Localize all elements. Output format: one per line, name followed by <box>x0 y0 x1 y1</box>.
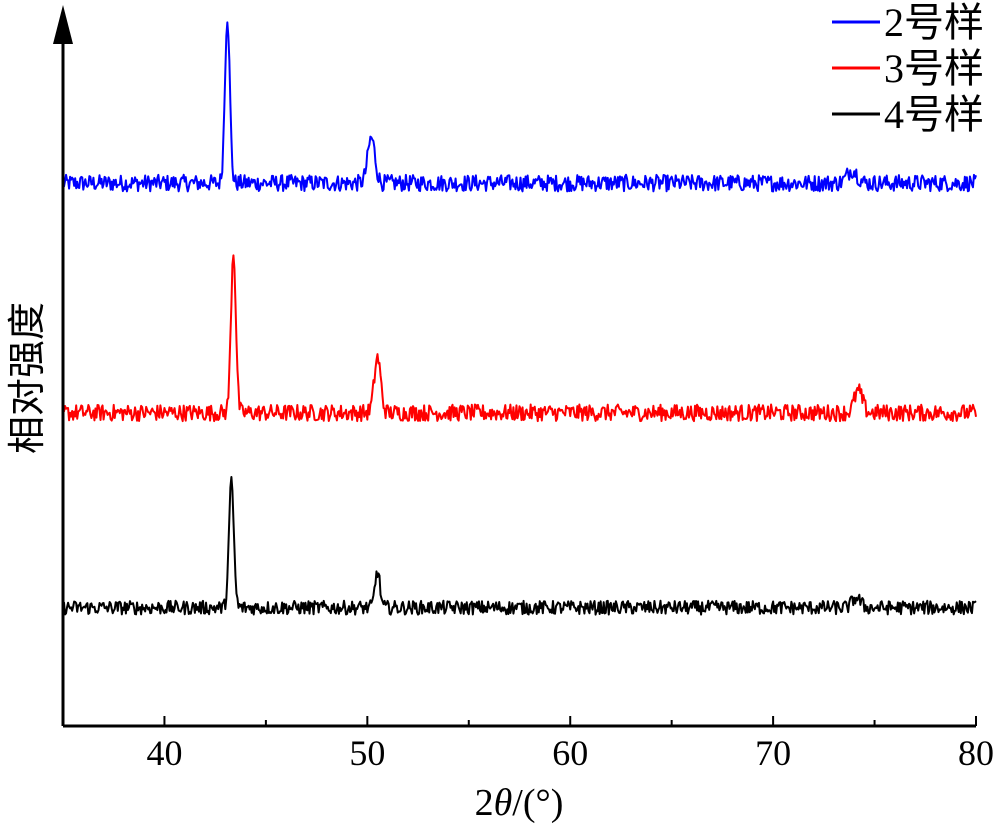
x-axis-title: 2θ/(°) <box>475 782 564 824</box>
x-tick-label: 50 <box>349 733 385 773</box>
legend-label: 3号样 <box>884 46 984 91</box>
series-line-4 <box>62 475 977 616</box>
legend-label: 4号样 <box>884 92 984 137</box>
x-ticks: 40 50 60 70 80 <box>62 716 994 773</box>
x-tick-label: 60 <box>552 733 588 773</box>
x-tick-label: 40 <box>146 733 182 773</box>
legend-label: 2号样 <box>884 0 984 45</box>
y-axis-arrow <box>53 5 73 44</box>
plot-lines <box>62 21 977 616</box>
x-tick-label: 80 <box>958 733 994 773</box>
y-axis-title: 相对强度 <box>7 302 49 454</box>
series-line-2 <box>62 21 977 193</box>
x-tick-label: 70 <box>755 733 791 773</box>
series-line-3 <box>62 254 977 423</box>
